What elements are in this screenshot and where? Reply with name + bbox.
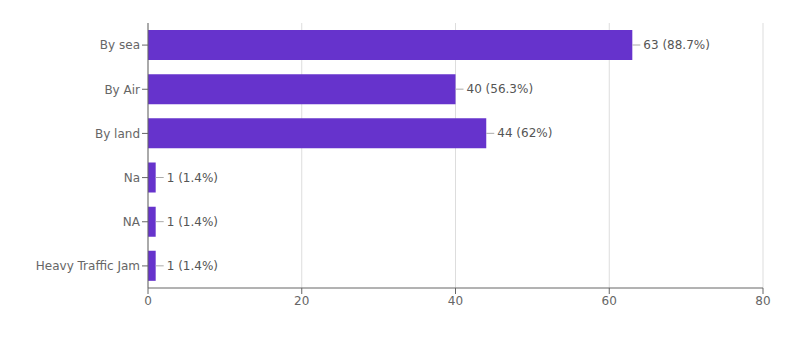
svg-text:Heavy Traffic Jam: Heavy Traffic Jam	[36, 259, 140, 273]
svg-text:Na: Na	[124, 171, 140, 185]
svg-text:By sea: By sea	[100, 38, 140, 52]
svg-text:By land: By land	[95, 127, 140, 141]
svg-text:1 (1.4%): 1 (1.4%)	[167, 259, 218, 273]
svg-text:40: 40	[448, 294, 463, 308]
svg-text:1 (1.4%): 1 (1.4%)	[167, 215, 218, 229]
svg-text:63 (88.7%): 63 (88.7%)	[643, 38, 710, 52]
svg-text:1 (1.4%): 1 (1.4%)	[167, 171, 218, 185]
svg-text:20: 20	[294, 294, 309, 308]
svg-text:By Air: By Air	[104, 83, 140, 97]
svg-text:80: 80	[755, 294, 770, 308]
svg-text:60: 60	[602, 294, 617, 308]
svg-text:0: 0	[144, 294, 152, 308]
svg-text:44 (62%): 44 (62%)	[497, 126, 552, 140]
svg-text:NA: NA	[123, 215, 141, 229]
svg-text:40 (56.3%): 40 (56.3%)	[467, 82, 534, 96]
